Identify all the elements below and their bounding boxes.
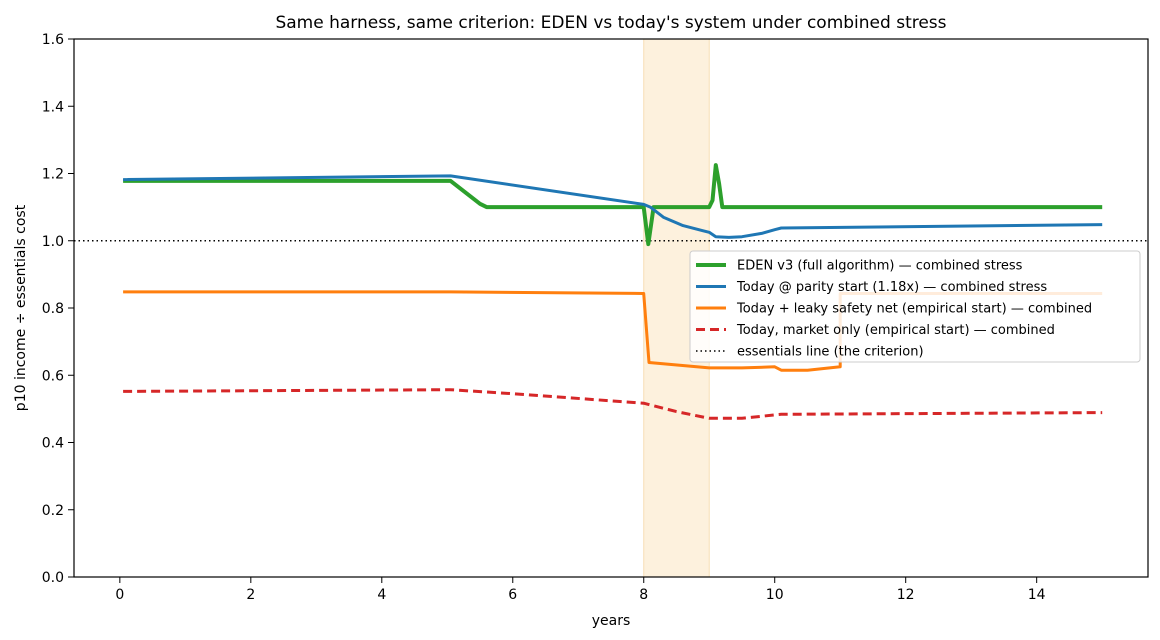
y-tick-label: 0.8 bbox=[42, 301, 64, 317]
x-tick-label: 0 bbox=[115, 587, 124, 603]
y-tick-label: 0.6 bbox=[42, 368, 64, 384]
axis-ticks: 0 2 4 6 8 10 12 14 0.0 0.2 0.4 0.6 0.8 1.0 1.2 1.4 1.6 bbox=[42, 32, 1046, 603]
y-tick-label: 1.0 bbox=[42, 234, 64, 250]
series-line-4 bbox=[123, 388, 1103, 420]
y-tick-label: 1.4 bbox=[42, 99, 64, 115]
legend-label: EDEN v3 (full algorithm) — combined stre… bbox=[737, 259, 1023, 274]
x-tick-label: 4 bbox=[377, 587, 386, 603]
x-tick-label: 10 bbox=[766, 587, 784, 603]
legend-label: Today @ parity start (1.18x) — combined … bbox=[736, 280, 1047, 295]
x-tick-label: 12 bbox=[897, 587, 915, 603]
y-tick-label: 0.2 bbox=[42, 503, 64, 519]
legend: EDEN v3 (full algorithm) — combined stre… bbox=[689, 250, 1141, 363]
legend-box bbox=[689, 250, 1141, 363]
chart-title: Same harness, same criterion: EDEN vs to… bbox=[275, 13, 946, 33]
x-tick-label: 2 bbox=[246, 587, 255, 603]
y-tick-label: 1.6 bbox=[42, 32, 64, 48]
x-tick-label: 8 bbox=[639, 587, 648, 603]
y-tick-label: 0.4 bbox=[42, 436, 64, 452]
x-axis-label: years bbox=[592, 613, 631, 629]
series-line-1 bbox=[123, 163, 1103, 247]
y-tick-label: 0.0 bbox=[42, 570, 64, 586]
legend-label: essentials line (the criterion) bbox=[737, 345, 924, 360]
legend-label: Today + leaky safety net (empirical star… bbox=[736, 302, 1092, 317]
x-tick-label: 14 bbox=[1028, 587, 1046, 603]
y-axis-label: p10 income ÷ essentials cost bbox=[13, 204, 29, 411]
x-tick-label: 6 bbox=[508, 587, 517, 603]
y-tick-label: 1.2 bbox=[42, 167, 64, 183]
legend-label: Today, market only (empirical start) — c… bbox=[736, 323, 1055, 338]
series-line-2 bbox=[123, 174, 1103, 239]
